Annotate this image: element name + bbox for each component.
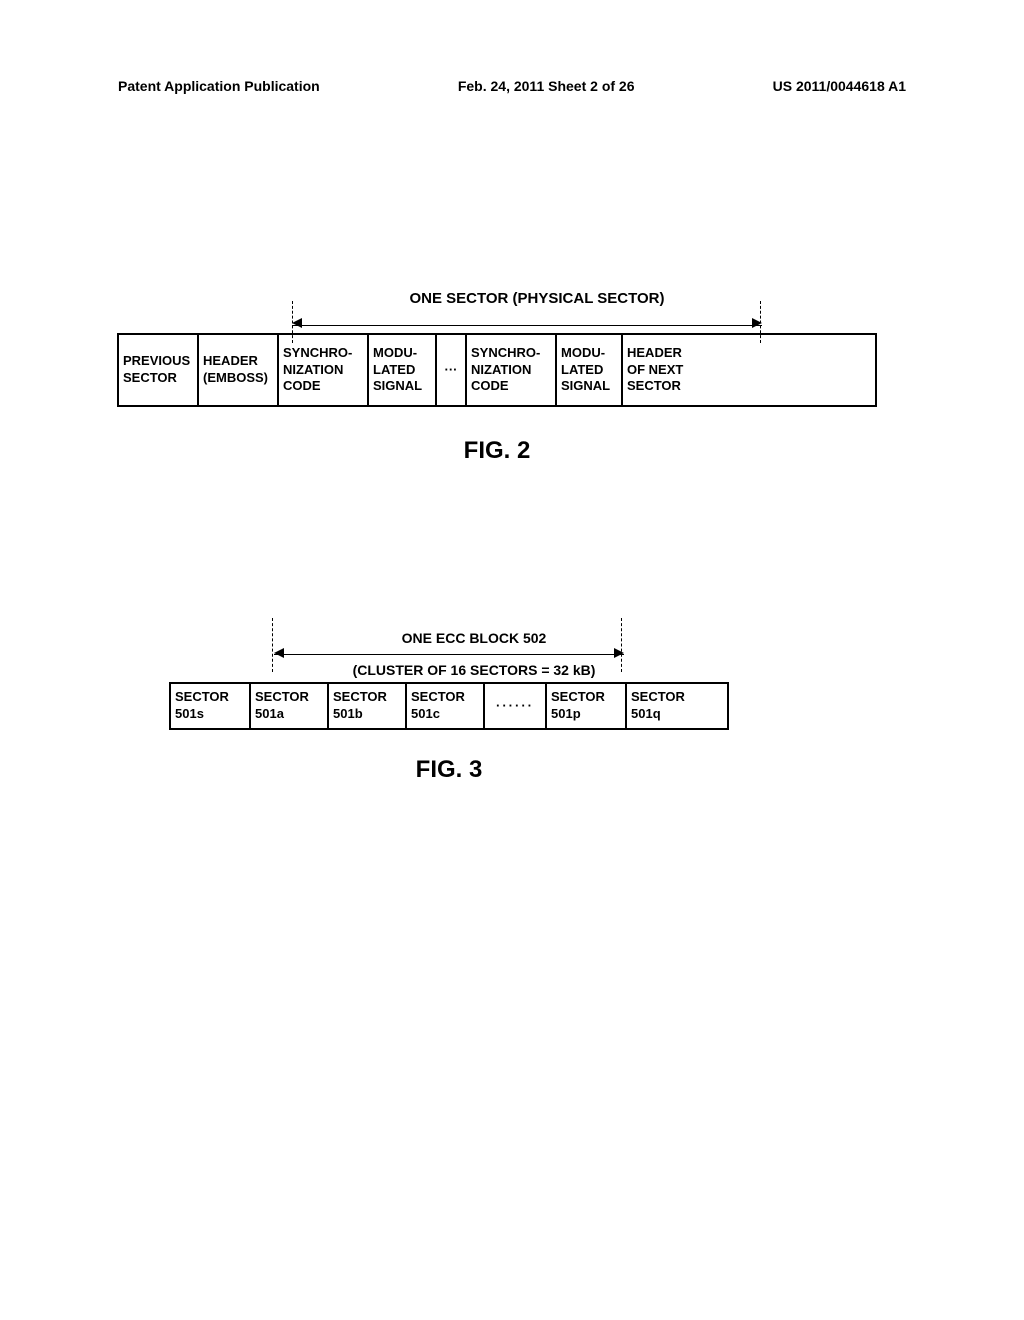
fig3-cell-ellipsis: ······ (485, 684, 547, 728)
figure-2: ONE SECTOR (PHYSICAL SECTOR) PREVIOUS SE… (117, 290, 877, 465)
fig2-cell: MODU-LATED SIGNAL (557, 335, 623, 405)
fig3-cell: SECTOR 501c (407, 684, 485, 728)
header-center: Feb. 24, 2011 Sheet 2 of 26 (458, 78, 635, 94)
arrow-left-icon (292, 318, 302, 328)
figure-3: ONE ECC BLOCK 502 (CLUSTER OF 16 SECTORS… (169, 630, 729, 784)
fig3-bracket-sublabel: (CLUSTER OF 16 SECTORS = 32 kB) (219, 662, 729, 678)
fig2-cell: SYNCHRO-NIZATION CODE (279, 335, 369, 405)
fig2-cell: MODU-LATED SIGNAL (369, 335, 437, 405)
fig3-bracket (274, 646, 624, 662)
fig2-cell: HEADER (EMBOSS) (199, 335, 279, 405)
fig3-tick-right (621, 618, 622, 672)
fig2-caption: FIG. 2 (117, 437, 877, 465)
fig2-bracket-wrap (117, 313, 877, 331)
fig2-table: PREVIOUS SECTOR HEADER (EMBOSS) SYNCHRO-… (117, 333, 877, 407)
fig2-cell: PREVIOUS SECTOR (119, 335, 199, 405)
fig3-tick-left (272, 618, 273, 672)
header-right: US 2011/0044618 A1 (773, 78, 906, 94)
fig3-cell: SECTOR 501a (251, 684, 329, 728)
fig2-bracket-label: ONE SECTOR (PHYSICAL SECTOR) (197, 290, 877, 307)
arrow-right-icon (752, 318, 762, 328)
page-header: Patent Application Publication Feb. 24, … (118, 78, 906, 94)
fig3-cell: SECTOR 501b (329, 684, 407, 728)
fig2-cell-ellipsis: ··· (437, 335, 467, 405)
fig3-table: SECTOR 501s SECTOR 501a SECTOR 501b SECT… (169, 682, 729, 730)
fig2-cell: SYNCHRO-NIZATION CODE (467, 335, 557, 405)
fig3-caption: FIG. 3 (169, 756, 729, 784)
fig3-cell: SECTOR 501p (547, 684, 627, 728)
header-left: Patent Application Publication (118, 78, 320, 94)
fig3-cell: SECTOR 501s (171, 684, 251, 728)
arrow-right-icon (614, 648, 624, 658)
fig2-bracket (292, 313, 762, 331)
fig2-cell: HEADER OF NEXT SECTOR (623, 335, 693, 405)
fig3-cell: SECTOR 501q (627, 684, 705, 728)
arrow-left-icon (274, 648, 284, 658)
fig3-bracket-wrap: ONE ECC BLOCK 502 (CLUSTER OF 16 SECTORS… (169, 630, 729, 678)
fig3-bracket-label: ONE ECC BLOCK 502 (219, 630, 729, 646)
